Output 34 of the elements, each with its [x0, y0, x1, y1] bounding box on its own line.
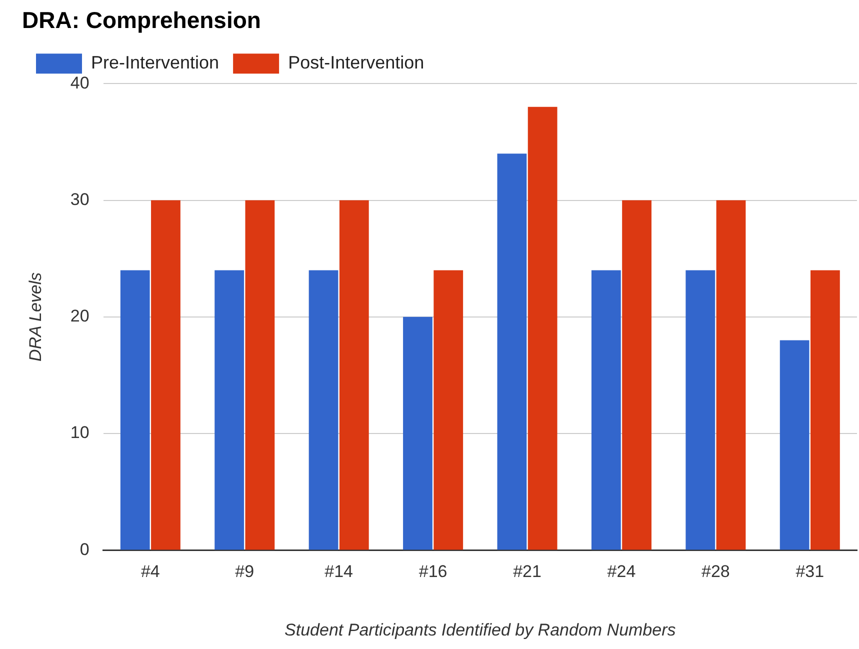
bar	[245, 200, 275, 550]
chart-title: DRA: Comprehension	[22, 7, 261, 34]
bar	[497, 154, 527, 550]
bar	[528, 106, 558, 550]
y-tick-label: 30	[70, 190, 90, 209]
x-tick-label: #31	[796, 562, 824, 582]
bar	[591, 270, 621, 550]
x-tick-label: #16	[418, 562, 448, 582]
x-tick-label: #24	[607, 562, 636, 582]
x-tick-label: #4	[140, 562, 160, 582]
y-tick-label: 0	[80, 540, 90, 559]
legend-label: Post-Intervention	[288, 52, 424, 73]
bar	[308, 270, 338, 550]
bar	[686, 270, 716, 550]
bar	[434, 270, 464, 550]
bar	[622, 200, 652, 550]
bar	[403, 316, 432, 550]
x-axis-title: Student Participants Identified by Random Numbers	[284, 620, 676, 640]
x-tick-label: #9	[235, 562, 254, 582]
bar	[120, 270, 150, 550]
y-tick-label: 10	[70, 423, 90, 442]
x-tick-label: #21	[513, 562, 542, 582]
bar	[214, 270, 244, 550]
y-tick-label: 40	[70, 73, 90, 92]
y-axis-title: DRA Levels	[26, 272, 45, 362]
bar	[151, 200, 180, 550]
x-tick-label: #14	[324, 562, 354, 582]
legend-label: Pre-Intervention	[91, 52, 220, 73]
bar	[339, 200, 369, 550]
x-tick-label: #28	[701, 562, 730, 582]
bar	[810, 270, 840, 550]
bar	[780, 340, 810, 550]
y-tick-label: 20	[70, 306, 90, 326]
bar	[716, 200, 746, 550]
